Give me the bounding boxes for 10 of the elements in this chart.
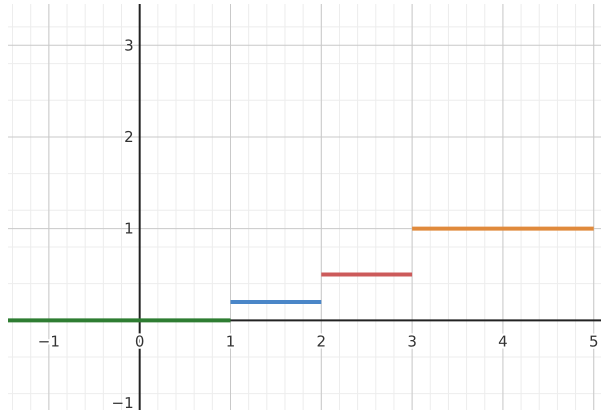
y-tick-label: 2 — [124, 128, 134, 146]
x-tick-label: 2 — [316, 332, 326, 350]
y-tick-label: 1 — [124, 220, 134, 238]
y-tick-label: −1 — [112, 394, 134, 410]
x-tick-label: 1 — [226, 332, 236, 350]
x-tick-label: −1 — [38, 332, 60, 350]
y-tick-label: 3 — [124, 36, 134, 54]
x-tick-label: 4 — [498, 332, 508, 350]
x-tick-label: 5 — [588, 332, 599, 350]
x-tick-label: 3 — [407, 332, 417, 350]
